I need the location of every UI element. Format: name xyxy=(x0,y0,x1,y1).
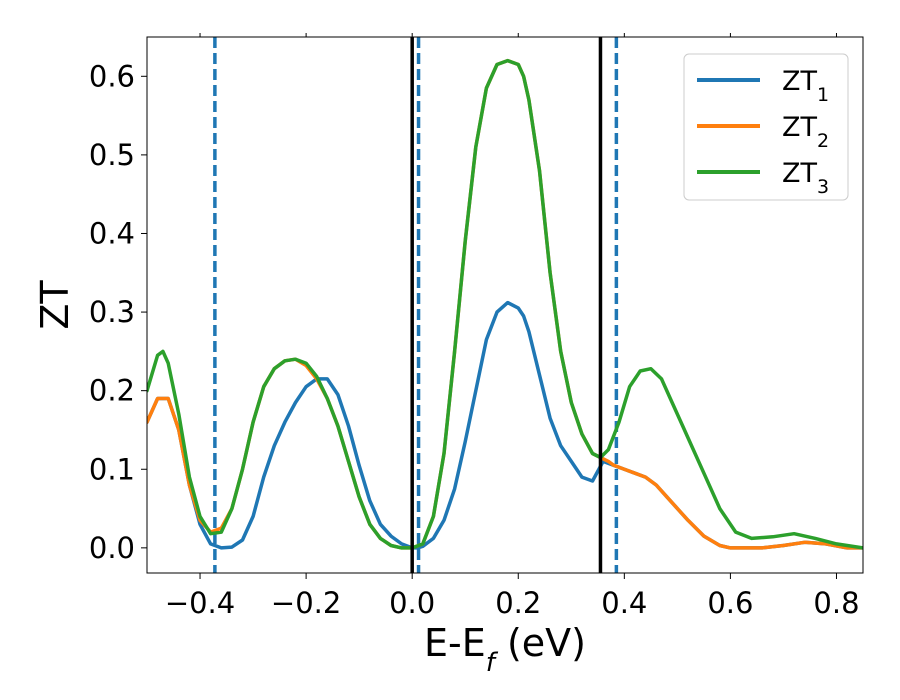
legend-label-zt3: ZT3 xyxy=(782,158,829,198)
y-tick-label: 0.2 xyxy=(89,374,135,408)
x-axis-title: E-Ef (eV) xyxy=(424,621,586,678)
legend-label-zt1: ZT1 xyxy=(782,66,829,106)
axis-ticks: −0.4 −0.2 0.0 0.2 0.4 0.6 0.8 0.0 0.1 0.2 0.3 0.4 0.… xyxy=(89,33,860,620)
x-tick-label: −0.4 xyxy=(165,586,235,620)
legend: ZT1 ZT2 ZT3 xyxy=(683,53,849,201)
x-tick-label: 0.6 xyxy=(707,586,753,620)
legend-entry-zt2: ZT2 xyxy=(697,112,829,152)
x-tick-label: 0.2 xyxy=(495,586,541,620)
series-line-zt3 xyxy=(147,58,863,550)
legend-entry-zt1: ZT1 xyxy=(697,66,829,106)
y-tick-label: 0.6 xyxy=(89,59,135,93)
y-tick-label: 0.3 xyxy=(89,295,135,329)
legend-entry-zt3: ZT3 xyxy=(697,158,829,198)
y-tick-label: 0.1 xyxy=(89,452,135,486)
legend-box xyxy=(683,53,849,201)
series-line-zt1 xyxy=(147,300,863,550)
legend-label-zt2: ZT2 xyxy=(782,112,829,152)
x-tick-label: 0.0 xyxy=(389,586,435,620)
y-tick-label: 0.0 xyxy=(89,531,135,565)
plot-frame xyxy=(146,36,864,574)
x-tick-label: −0.2 xyxy=(271,586,341,620)
x-tick-label: 0.4 xyxy=(601,586,647,620)
x-tick-label: 0.8 xyxy=(813,586,859,620)
y-tick-label: 0.4 xyxy=(89,216,135,250)
y-tick-label: 0.5 xyxy=(89,138,135,172)
plot-area xyxy=(147,37,863,573)
y-axis-title: ZT xyxy=(33,280,77,330)
